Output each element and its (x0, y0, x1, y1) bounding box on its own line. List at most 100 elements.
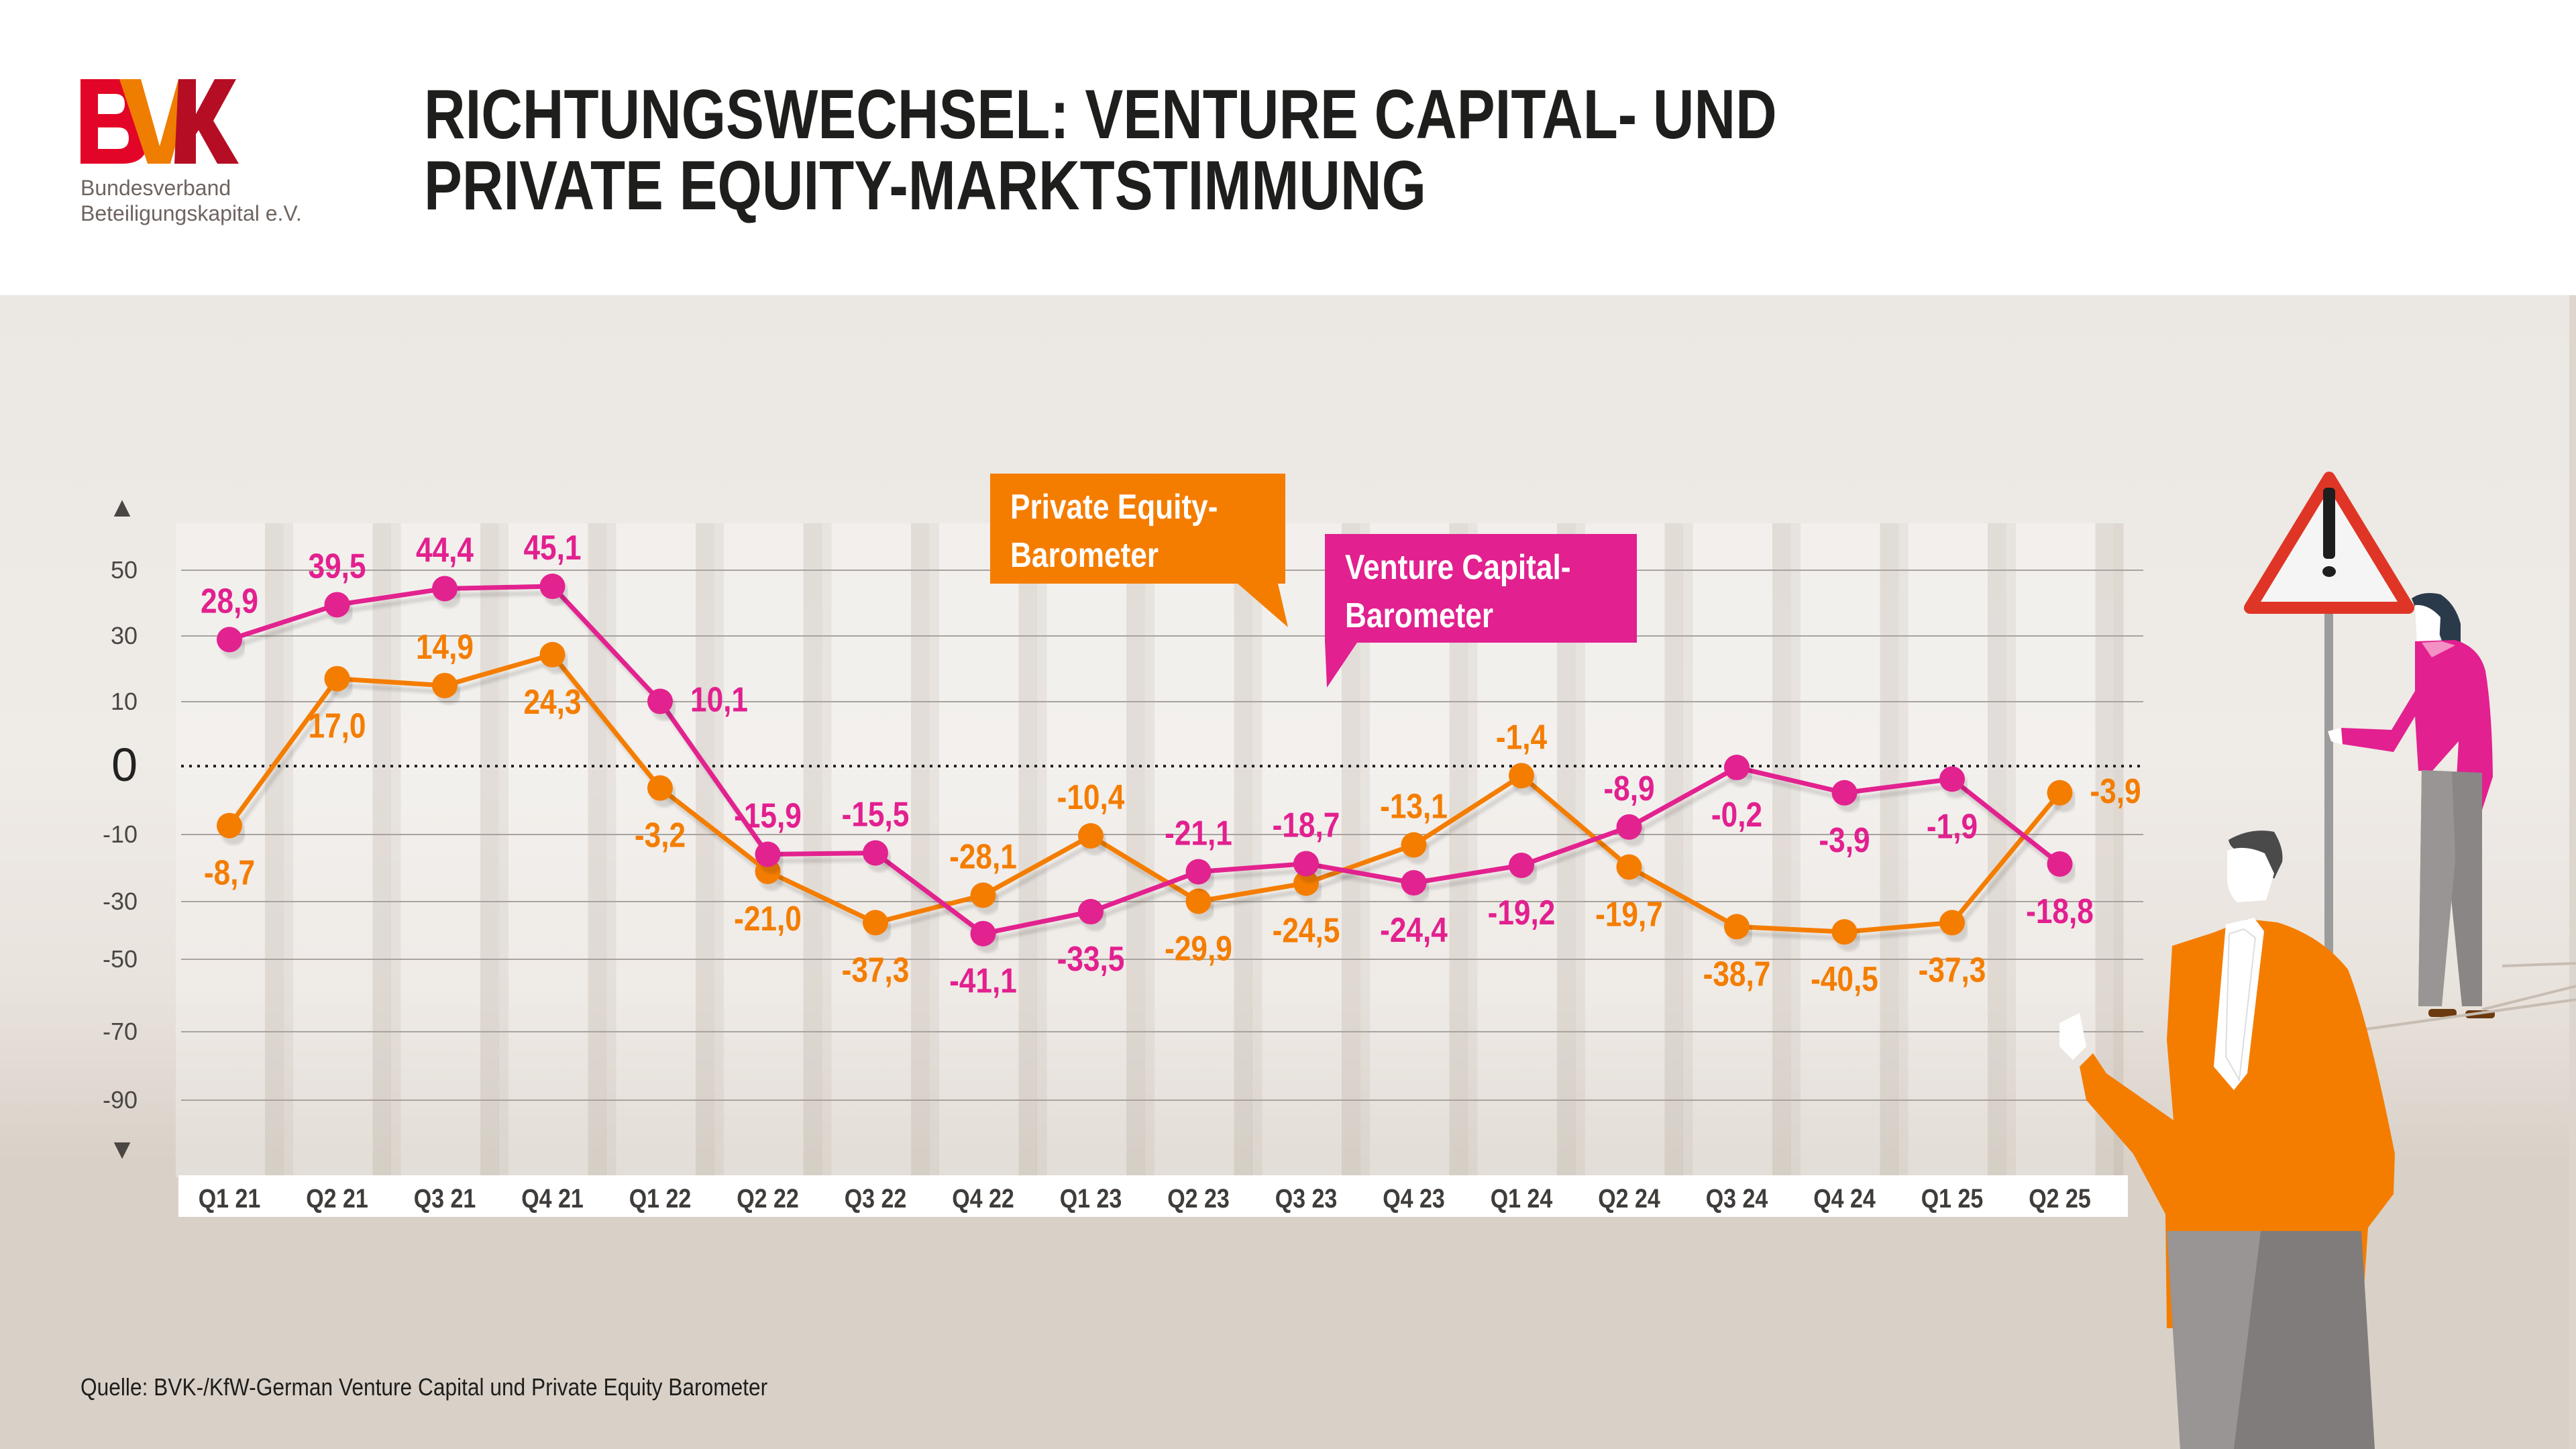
bvk-logo (80, 79, 239, 164)
woman-figure (2328, 593, 2495, 1018)
page-title: RICHTUNGSWECHSEL: VENTURE CAPITAL- UND P… (424, 79, 1777, 221)
woman-trousers-light (2418, 770, 2455, 1006)
man-face (2226, 847, 2274, 902)
vc-data-label: -3,9 (1819, 820, 1870, 859)
pe-data-label: -21,0 (734, 900, 802, 938)
pe-data-label: -1,4 (1496, 718, 1547, 757)
pe-point (2047, 780, 2073, 806)
x-tick-label: Q2 21 (306, 1183, 368, 1213)
pe-data-label: -13,1 (1380, 787, 1448, 826)
column-stripe-light (391, 523, 498, 1177)
pe-point (970, 882, 996, 908)
x-tick-label: Q3 23 (1275, 1183, 1338, 1213)
vc-callout-tail (1325, 641, 1358, 688)
vc-data-label: 39,5 (308, 547, 366, 586)
vc-data-label: -33,5 (1057, 940, 1125, 979)
woman-collar (2422, 641, 2455, 657)
x-tick-label: Q4 22 (952, 1183, 1014, 1213)
pe-point (1509, 763, 1534, 789)
vc-point (1078, 899, 1104, 925)
pe-point (1401, 832, 1427, 858)
vc-data-label: -41,1 (949, 961, 1017, 1000)
vc-legend-line2: Barometer (1345, 596, 1494, 635)
pe-data-label: 17,0 (308, 706, 366, 745)
pe-data-label: -28,1 (949, 837, 1017, 876)
pe-point (324, 665, 350, 692)
vc-data-label: -8,9 (1603, 769, 1654, 808)
pe-point (1185, 888, 1212, 914)
woman-sweater (2341, 640, 2493, 830)
pe-data-label: -3,2 (635, 816, 686, 855)
pe-data-label: -37,3 (842, 951, 910, 989)
x-tick-label: Q4 24 (1813, 1183, 1876, 1213)
pe-data-label: -10,4 (1057, 778, 1125, 817)
y-tick-label: -30 (103, 888, 138, 915)
pe-data-label: -40,5 (1811, 960, 1878, 999)
pe-legend-line2: Barometer (1010, 536, 1159, 575)
x-axis-labels: Q1 21 Q2 21 Q3 21 Q4 21 Q1 22 Q2 22 Q3 22 Q4 22… (199, 1183, 2091, 1213)
org-name-line2: Beteiligungskapital e.V. (80, 201, 302, 225)
x-tick-label: Q4 21 (521, 1183, 584, 1213)
pe-point (863, 910, 888, 936)
vc-point (1724, 755, 1750, 781)
vc-point (1831, 780, 1858, 806)
vc-point (1185, 859, 1212, 885)
pe-legend-callout: Private Equity- Barometer (990, 474, 1285, 584)
down-arrow-icon: ▼ (108, 1133, 136, 1165)
vc-point (1401, 870, 1427, 896)
pe-point (647, 775, 673, 801)
vc-point (217, 627, 242, 653)
series-private-equity (217, 641, 2073, 945)
pe-data-label: 24,3 (523, 683, 581, 722)
y-tick-label: 0 (111, 739, 138, 791)
vc-line (228, 584, 2061, 936)
vc-point (1293, 851, 1319, 877)
vc-data-label: -0,2 (1711, 796, 1762, 835)
x-tick-label: Q3 24 (1706, 1183, 1768, 1213)
man-jacket (2080, 919, 2395, 1328)
exclamation-dot (2322, 566, 2336, 577)
woman-shoe-left (2428, 1009, 2457, 1017)
pe-point (1293, 870, 1319, 896)
column-stripe-dark (480, 523, 508, 1177)
x-tick-label: Q2 24 (1598, 1183, 1660, 1213)
vc-data-label: -15,5 (842, 795, 910, 834)
man-figure (2059, 830, 2395, 1449)
x-tick-label: Q1 25 (1921, 1183, 1984, 1213)
vc-data-label: 44,4 (416, 531, 474, 570)
man-trousers-light (2167, 1231, 2261, 1449)
vc-data-label: -18,8 (2026, 892, 2094, 931)
pe-data-label: 14,9 (416, 628, 474, 667)
vc-data-label: -19,2 (1488, 894, 1556, 932)
vc-data-label: -18,7 (1273, 806, 1340, 845)
column-stripe-dark (803, 523, 832, 1177)
x-tick-label: Q1 23 (1060, 1183, 1122, 1213)
warning-sign (2244, 472, 2414, 966)
pe-data-label: -19,7 (1595, 895, 1663, 934)
x-tick-label: Q2 23 (1167, 1183, 1230, 1213)
vc-data-label: 28,9 (201, 582, 258, 621)
column-stripe-light (1790, 523, 1898, 1177)
pe-callout-tail (1238, 584, 1288, 627)
vc-data-label: -24,4 (1380, 911, 1448, 950)
title-line2: PRIVATE EQUITY-MARKTSTIMMUNG (424, 147, 1426, 225)
sign-pole (2324, 550, 2333, 966)
up-arrow-icon: ▲ (108, 491, 136, 523)
woman-hand (2328, 728, 2343, 745)
pe-point (1724, 914, 1750, 940)
y-tick-label: -70 (103, 1018, 138, 1045)
source-note: Quelle: BVK-/KfW-German Venture Capital … (80, 1373, 768, 1401)
vc-data-label: -1,9 (1927, 807, 1978, 846)
pe-point (1831, 919, 1858, 945)
pe-legend-line1: Private Equity- (1010, 488, 1218, 527)
column-stripe-dark (1664, 523, 1693, 1177)
pe-point (1616, 854, 1642, 880)
x-tick-label: Q4 23 (1383, 1183, 1445, 1213)
column-stripe-light (283, 523, 391, 1177)
x-tick-label: Q3 22 (845, 1183, 907, 1213)
column-stripe-dark (1126, 523, 1155, 1177)
vc-legend-callout: Venture Capital- Barometer (1325, 534, 1637, 643)
y-tick-label: -90 (103, 1086, 138, 1114)
pe-data-label: -38,7 (1703, 955, 1771, 994)
gridlines (181, 570, 2143, 1101)
